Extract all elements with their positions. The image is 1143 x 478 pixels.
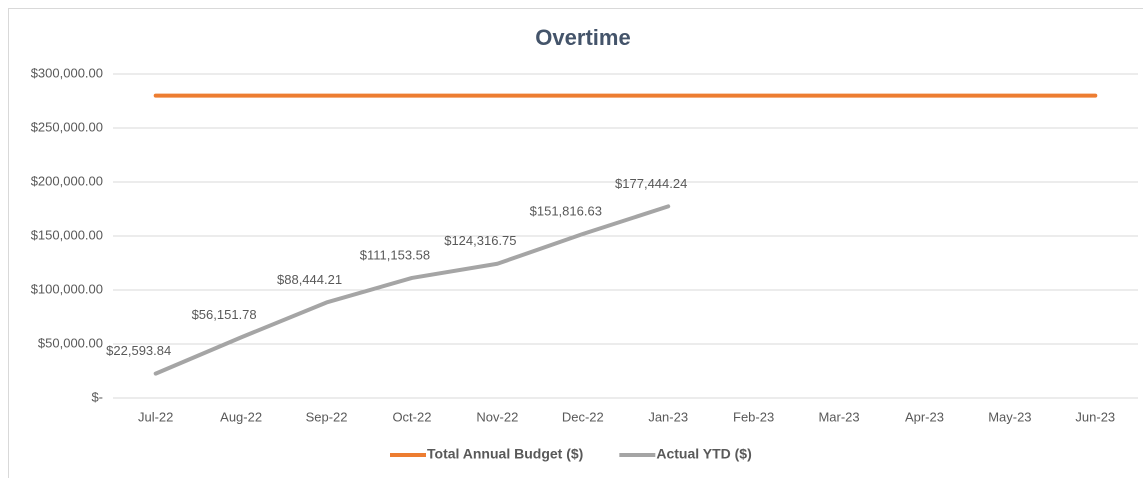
x-tick-label: Jul-22	[138, 409, 173, 424]
y-tick-label: $100,000.00	[31, 281, 103, 296]
data-label: $151,816.63	[530, 203, 602, 218]
x-tick-label: Dec-22	[562, 409, 604, 424]
x-tick-label: Jan-23	[648, 409, 688, 424]
data-label: $56,151.78	[192, 307, 257, 322]
y-tick-label: $250,000.00	[31, 119, 103, 134]
y-tick-label: $-	[91, 389, 103, 404]
x-tick-label: Mar-23	[818, 409, 859, 424]
data-label: $22,593.84	[106, 343, 171, 358]
data-label: $111,153.58	[360, 247, 430, 262]
chart-title: Overtime	[535, 25, 630, 50]
series-line	[153, 204, 671, 376]
x-tick-label: Apr-23	[905, 409, 944, 424]
data-label: $124,316.75	[444, 233, 516, 248]
x-tick-label: May-23	[988, 409, 1031, 424]
data-label: $177,444.24	[615, 176, 687, 191]
y-tick-label: $150,000.00	[31, 227, 103, 242]
y-tick-label: $50,000.00	[38, 335, 103, 350]
x-tick-label: Aug-22	[220, 409, 262, 424]
x-tick-label: Oct-22	[392, 409, 431, 424]
y-tick-label: $200,000.00	[31, 173, 103, 188]
legend-label: Total Annual Budget ($)	[427, 446, 583, 462]
x-tick-label: Jun-23	[1075, 409, 1115, 424]
y-tick-label: $300,000.00	[31, 65, 103, 80]
x-tick-label: Nov-22	[476, 409, 518, 424]
chart-frame	[8, 8, 1143, 478]
legend-label: Actual YTD ($)	[656, 446, 751, 462]
data-label: $88,444.21	[277, 272, 342, 287]
x-tick-label: Sep-22	[306, 409, 348, 424]
x-tick-label: Feb-23	[733, 409, 774, 424]
